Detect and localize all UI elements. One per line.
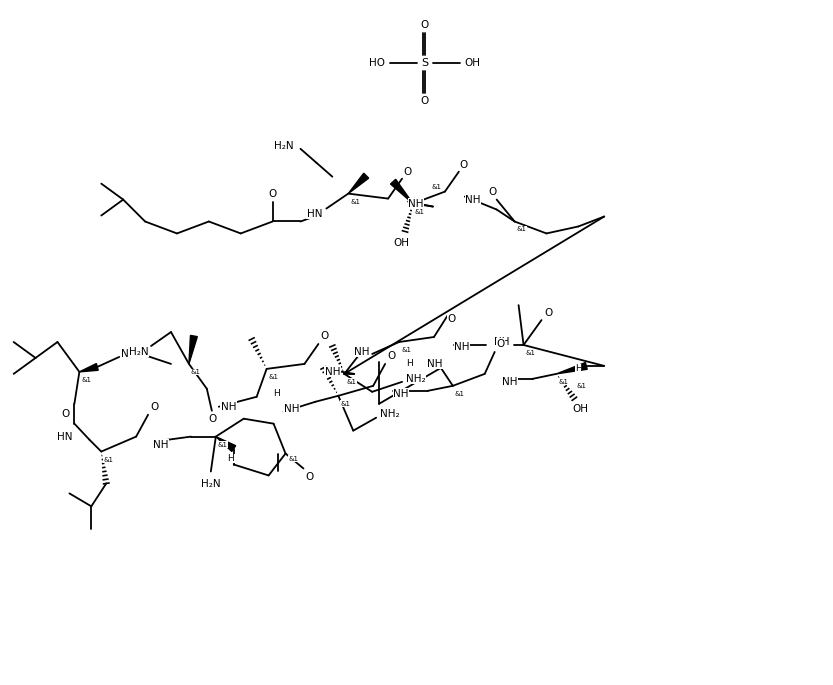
- Text: HN: HN: [307, 208, 322, 219]
- Text: NH: NH: [454, 342, 470, 352]
- Text: O: O: [460, 160, 468, 170]
- Text: NH: NH: [325, 367, 340, 377]
- Text: &1: &1: [288, 456, 298, 462]
- Text: &1: &1: [217, 442, 227, 447]
- Text: H: H: [575, 364, 581, 373]
- Polygon shape: [348, 173, 369, 194]
- Text: NH: NH: [427, 359, 442, 369]
- Text: &1: &1: [576, 383, 586, 389]
- Text: &1: &1: [558, 379, 568, 385]
- Text: NH: NH: [408, 199, 424, 208]
- Text: H₂N: H₂N: [129, 347, 149, 357]
- Text: NH: NH: [355, 347, 370, 357]
- Text: NH: NH: [122, 349, 137, 359]
- Text: OH: OH: [572, 403, 588, 414]
- Polygon shape: [556, 362, 587, 374]
- Text: O: O: [489, 186, 496, 197]
- Text: H: H: [273, 389, 280, 398]
- Polygon shape: [216, 436, 236, 451]
- Text: &1: &1: [415, 208, 425, 214]
- Text: &1: &1: [401, 347, 411, 353]
- Text: O: O: [421, 96, 429, 106]
- Text: &1: &1: [341, 401, 351, 407]
- Text: OH: OH: [465, 58, 481, 68]
- Polygon shape: [79, 364, 98, 372]
- Text: &1: &1: [103, 456, 113, 462]
- Text: NH: NH: [494, 337, 510, 347]
- Text: HO: HO: [369, 58, 385, 68]
- Text: NH: NH: [465, 195, 481, 205]
- Text: O: O: [320, 331, 328, 341]
- Text: O: O: [403, 166, 412, 177]
- Text: NH: NH: [153, 440, 169, 449]
- Text: &1: &1: [191, 369, 201, 375]
- Text: O: O: [209, 414, 217, 424]
- Polygon shape: [391, 179, 413, 203]
- Text: &1: &1: [347, 379, 357, 385]
- Text: &1: &1: [432, 184, 442, 190]
- Text: O: O: [447, 314, 456, 324]
- Text: NH₂: NH₂: [381, 409, 400, 419]
- Text: &1: &1: [455, 390, 465, 397]
- Text: O: O: [421, 21, 429, 30]
- Text: O: O: [496, 339, 505, 349]
- Text: &1: &1: [350, 199, 360, 205]
- Text: &1: &1: [82, 377, 92, 383]
- Text: H: H: [406, 360, 412, 369]
- Text: NH: NH: [501, 377, 517, 387]
- Text: &1: &1: [526, 350, 536, 356]
- Text: O: O: [150, 401, 158, 412]
- Text: O: O: [544, 308, 552, 318]
- Text: NH: NH: [284, 403, 299, 414]
- Text: O: O: [62, 409, 69, 419]
- Text: NH₂: NH₂: [407, 374, 426, 384]
- Text: H₂N: H₂N: [274, 141, 293, 151]
- Text: O: O: [387, 351, 395, 361]
- Text: OH: OH: [393, 238, 409, 249]
- Text: O: O: [306, 473, 313, 482]
- Text: NH: NH: [393, 389, 409, 399]
- Polygon shape: [189, 336, 197, 364]
- Text: S: S: [421, 58, 428, 68]
- Text: HN: HN: [57, 432, 72, 442]
- Text: H₂N: H₂N: [201, 479, 221, 489]
- Text: &1: &1: [516, 227, 526, 232]
- Text: &1: &1: [268, 374, 278, 380]
- Text: NH: NH: [221, 401, 237, 412]
- Text: O: O: [268, 188, 277, 199]
- Text: H: H: [227, 454, 234, 463]
